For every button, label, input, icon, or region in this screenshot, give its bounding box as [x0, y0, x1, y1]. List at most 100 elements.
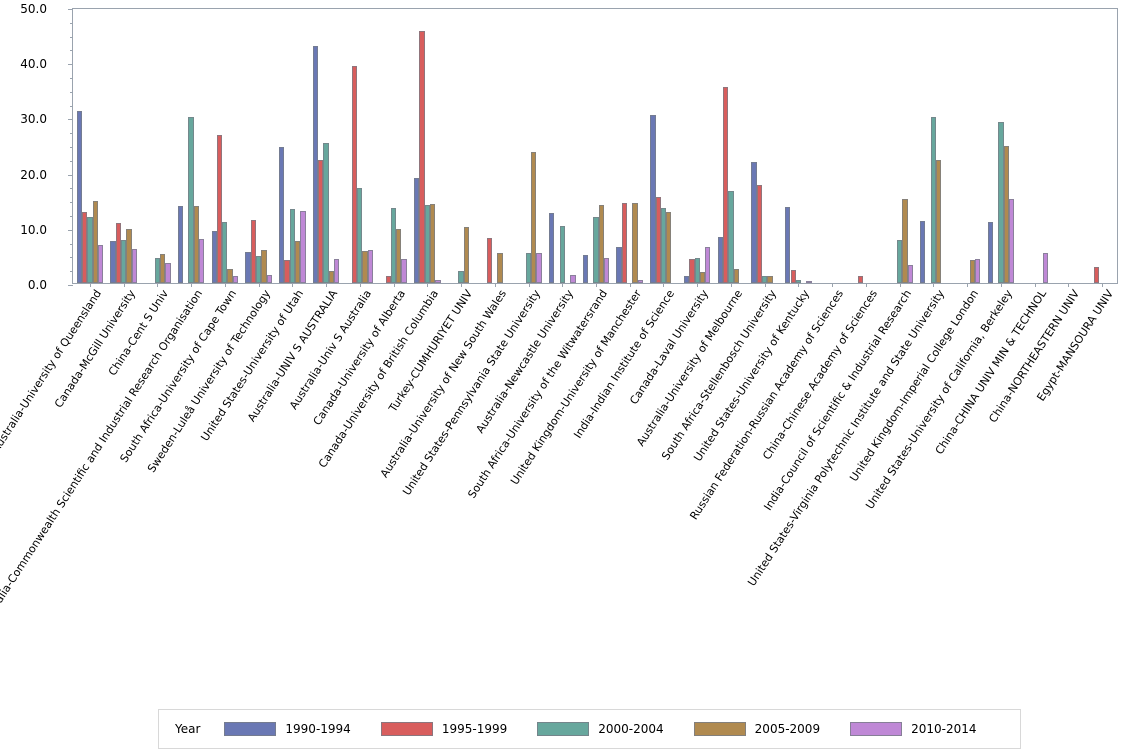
- x-tick-mark: [292, 283, 294, 287]
- bar: [1008, 199, 1015, 283]
- y-tick-mark-minor: [70, 243, 73, 245]
- y-tick-mark: [68, 64, 73, 66]
- legend-entry[interactable]: 1995-1999: [380, 722, 507, 736]
- y-axis-label-wrapper: Shr. of top10 publ., frac (%): [0, 10, 24, 290]
- y-tick-mark: [68, 9, 73, 10]
- bar: [559, 226, 565, 283]
- y-tick-mark-minor: [70, 202, 73, 204]
- legend-entry[interactable]: 1990-1994: [224, 722, 351, 736]
- bar: [593, 216, 599, 283]
- x-tick-mark: [865, 283, 867, 287]
- y-tick-label: 0.0: [27, 278, 47, 292]
- bar: [598, 204, 604, 283]
- bar: [245, 251, 251, 283]
- y-tick-label: 50.0: [20, 2, 47, 16]
- x-tick-mark: [359, 283, 361, 287]
- bar: [723, 87, 729, 283]
- bar: [666, 211, 672, 283]
- bar: [486, 237, 493, 283]
- bar: [767, 275, 773, 283]
- y-tick-mark-minor: [70, 50, 73, 52]
- y-tick-mark: [68, 174, 73, 176]
- legend-color-swatch: [380, 722, 433, 736]
- bar: [323, 143, 329, 283]
- bar: [87, 217, 93, 283]
- bar: [126, 228, 132, 283]
- bar: [334, 259, 340, 283]
- bar: [115, 223, 121, 283]
- x-tick-mark: [596, 283, 597, 287]
- legend-color-swatch: [850, 722, 903, 736]
- bar: [435, 280, 441, 283]
- x-tick-mark: [1068, 283, 1070, 287]
- y-tick-mark-minor: [70, 91, 73, 93]
- x-tick-mark: [224, 283, 226, 287]
- bar: [362, 250, 368, 283]
- bar: [266, 275, 272, 283]
- legend-entries: 1990-1994 1995-1999 2000-2004 2005-2009 2010…: [224, 722, 1006, 736]
- y-tick-mark-minor: [70, 257, 73, 259]
- x-axis-tick-labels: Australia-University of Queensland Canada…: [0, 287, 1134, 688]
- bar: [211, 230, 217, 283]
- bar: [525, 253, 532, 283]
- bar: [232, 275, 239, 283]
- bar: [902, 199, 908, 283]
- x-tick-label: United Kingdom-University of Manchester: [507, 287, 644, 488]
- x-tick-mark: [258, 283, 260, 287]
- x-tick-mark: [899, 283, 901, 287]
- bar: [188, 117, 194, 283]
- x-tick-mark: [494, 283, 496, 287]
- x-tick-mark: [1034, 283, 1036, 287]
- bar: [97, 245, 104, 283]
- bar: [637, 280, 643, 283]
- x-tick-mark: [157, 283, 159, 287]
- bar: [429, 204, 436, 283]
- legend-color-swatch: [537, 722, 590, 736]
- bar: [897, 239, 903, 283]
- bar: [1042, 253, 1048, 283]
- bar: [414, 177, 420, 283]
- y-tick-mark-minor: [70, 160, 73, 162]
- bar: [751, 161, 757, 283]
- x-tick-mark: [832, 283, 834, 287]
- bar: [216, 134, 223, 283]
- legend-entry-label: 1990-1994: [285, 722, 351, 736]
- bar: [261, 250, 267, 283]
- bar: [857, 276, 864, 283]
- bar: [570, 275, 576, 283]
- bar: [536, 252, 542, 283]
- bar: [357, 187, 363, 283]
- x-tick-mark: [663, 283, 665, 287]
- bar: [603, 257, 610, 283]
- y-tick-mark: [68, 119, 73, 121]
- legend-entry[interactable]: 2010-2014: [850, 722, 977, 736]
- bar: [694, 258, 700, 283]
- bar: [920, 220, 926, 283]
- x-tick-mark: [967, 283, 969, 287]
- y-tick-mark-minor: [70, 133, 73, 135]
- x-tick-mark: [393, 283, 395, 287]
- y-tick-mark-minor: [70, 36, 73, 38]
- legend-entry[interactable]: 2005-2009: [693, 722, 820, 736]
- bar: [318, 159, 324, 283]
- x-tick-label: United Kingdom-Imperial College London: [847, 287, 982, 484]
- bar: [655, 197, 661, 283]
- bar: [110, 240, 116, 283]
- bar: [549, 212, 555, 283]
- x-tick-mark: [562, 283, 564, 287]
- legend-color-swatch: [693, 722, 746, 736]
- x-tick-mark: [697, 283, 699, 287]
- bar: [1003, 145, 1009, 283]
- x-tick-label: Australia-University of Queensland: [0, 287, 104, 456]
- bar: [419, 30, 425, 283]
- legend-entry-label: 2010-2014: [911, 722, 977, 736]
- y-tick-mark-minor: [70, 147, 73, 148]
- legend-entry[interactable]: 2000-2004: [537, 722, 664, 736]
- bar: [458, 271, 464, 283]
- bar: [390, 207, 397, 283]
- chart-legend: Year 1990-1994 1995-1999 2000-2004 2005-200…: [158, 709, 1021, 749]
- bar: [154, 258, 160, 283]
- bar: [165, 262, 171, 283]
- x-tick-mark: [427, 283, 429, 287]
- bar: [1094, 267, 1100, 283]
